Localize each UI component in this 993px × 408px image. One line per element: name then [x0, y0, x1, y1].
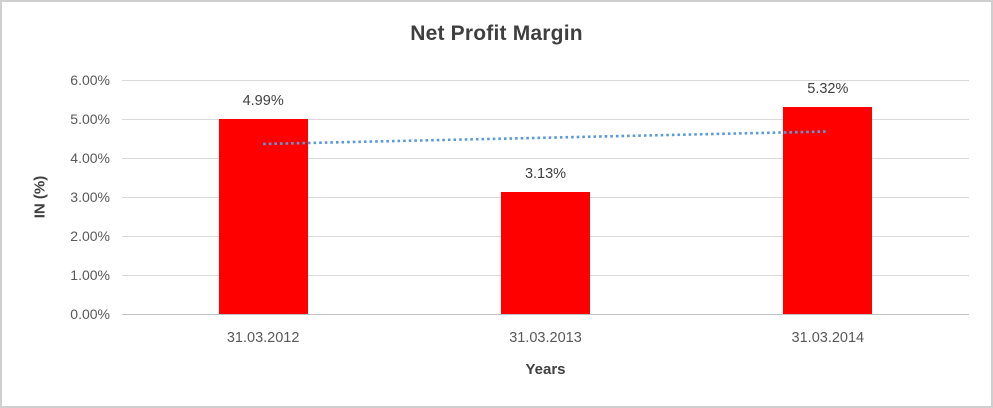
gridline: [122, 80, 969, 81]
bar-31-03-2013: [501, 191, 590, 314]
y-axis-tick-label: 6.00%: [70, 72, 110, 88]
bar-31-03-2014: [783, 106, 873, 314]
y-axis-title: IN (%): [31, 175, 49, 219]
bar-value-label: 5.32%: [807, 80, 849, 97]
x-axis-tick-label: 31.03.2012: [226, 330, 300, 346]
y-axis-tick-label: 3.00%: [70, 189, 110, 205]
x-axis-tick-label: 31.03.2013: [509, 330, 582, 346]
x-axis-line: [122, 314, 969, 315]
y-axis-tick-label: 2.00%: [70, 228, 110, 244]
y-axis-tick-label: 0.00%: [70, 306, 110, 322]
bar-value-label: 3.13%: [524, 165, 567, 182]
gridline: [122, 119, 969, 120]
y-axis-tick-label: 4.00%: [70, 150, 110, 166]
y-axis-tick-label: 1.00%: [70, 267, 110, 283]
gridline: [122, 158, 969, 159]
x-axis-tick-label: 31.03.2014: [791, 330, 865, 346]
x-axis-title: Years: [525, 361, 566, 378]
bar-31-03-2012: [218, 119, 308, 314]
y-axis-tick-label: 5.00%: [70, 111, 110, 127]
chart-title: Net Profit Margin: [410, 22, 583, 45]
bar-value-label: 4.99%: [242, 93, 284, 110]
